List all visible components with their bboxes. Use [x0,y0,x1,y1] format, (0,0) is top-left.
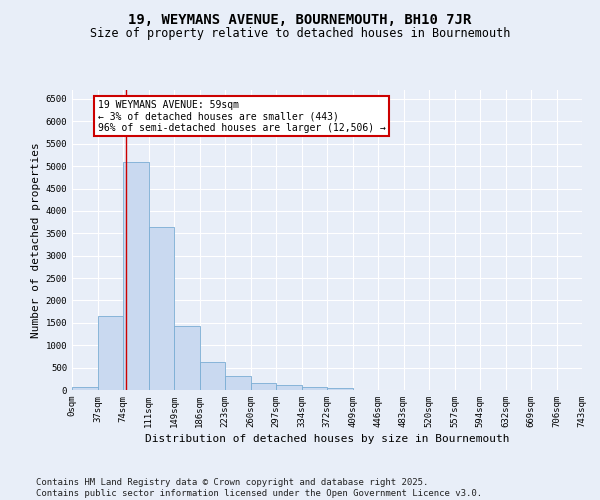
X-axis label: Distribution of detached houses by size in Bournemouth: Distribution of detached houses by size … [145,434,509,444]
Bar [276,385,302,390]
Bar [149,228,174,390]
Bar [97,316,123,390]
Y-axis label: Number of detached properties: Number of detached properties [31,142,41,338]
Bar [174,326,199,390]
Text: 19 WEYMANS AVENUE: 59sqm
← 3% of detached houses are smaller (443)
96% of semi-d: 19 WEYMANS AVENUE: 59sqm ← 3% of detache… [97,100,385,133]
Bar [302,387,327,390]
Bar [123,162,149,390]
Text: Contains HM Land Registry data © Crown copyright and database right 2025.
Contai: Contains HM Land Registry data © Crown c… [36,478,482,498]
Text: 19, WEYMANS AVENUE, BOURNEMOUTH, BH10 7JR: 19, WEYMANS AVENUE, BOURNEMOUTH, BH10 7J… [128,12,472,26]
Bar [225,376,251,390]
Bar [199,362,225,390]
Text: Size of property relative to detached houses in Bournemouth: Size of property relative to detached ho… [90,28,510,40]
Bar [72,387,97,390]
Bar [251,383,276,390]
Bar [327,388,353,390]
